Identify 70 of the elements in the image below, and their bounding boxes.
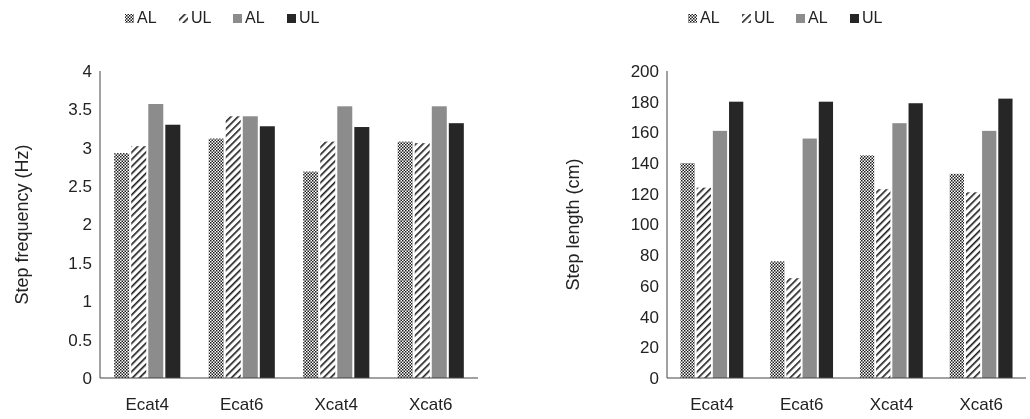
y-tick-label: 180 — [630, 92, 659, 112]
bar — [729, 101, 744, 378]
bar — [259, 126, 275, 378]
y-tick-label: 100 — [630, 215, 659, 235]
bar — [225, 116, 241, 378]
y-tick-label: 1.5 — [68, 253, 92, 273]
bar — [998, 98, 1013, 378]
bar — [949, 173, 964, 378]
x-tick-label: Xcat6 — [959, 395, 1003, 414]
y-tick-label: 0 — [82, 368, 92, 388]
legend-label: UL — [754, 9, 775, 26]
x-tick-label: Xcat4 — [869, 395, 914, 414]
y-tick-label: 20 — [640, 338, 659, 358]
bar — [337, 106, 353, 378]
legend-label: UL — [191, 9, 212, 26]
y-tick-label: 60 — [640, 276, 659, 296]
y-axis-title: Step length (cm) — [563, 158, 583, 291]
bar — [242, 116, 258, 378]
legend-label: AL — [700, 9, 720, 26]
y-tick-label: 140 — [630, 154, 659, 174]
bar — [680, 163, 695, 378]
bar — [770, 261, 785, 378]
bar — [696, 187, 711, 378]
bar — [712, 130, 728, 378]
y-tick-label: 200 — [630, 61, 659, 81]
y-tick-label: 2.5 — [68, 177, 92, 197]
bar — [908, 103, 923, 378]
bar — [303, 171, 319, 378]
legend-label: AL — [808, 9, 828, 26]
y-tick-label: 2 — [82, 215, 92, 235]
x-tick-label: Ecat4 — [690, 395, 734, 414]
y-tick-label: 3 — [82, 138, 92, 158]
bar — [448, 123, 464, 378]
y-tick-label: 0.5 — [68, 330, 92, 350]
bar — [397, 141, 413, 378]
y-tick-label: 160 — [630, 123, 659, 143]
x-tick-label: Ecat4 — [125, 395, 169, 414]
x-tick-label: Xcat4 — [314, 395, 358, 414]
y-axis-title: Step frequency (Hz) — [12, 144, 32, 305]
bar — [414, 143, 430, 378]
y-tick-label: 40 — [640, 307, 659, 327]
y-tick-label: 0 — [649, 368, 659, 388]
bar — [818, 101, 834, 378]
x-tick-label: Ecat6 — [220, 395, 264, 414]
bar — [786, 278, 801, 378]
legend-label: AL — [245, 9, 265, 26]
bar — [354, 127, 370, 378]
legend-label: UL — [299, 9, 320, 26]
bar — [802, 138, 817, 378]
bar — [114, 153, 130, 378]
bar — [320, 141, 336, 378]
bar — [208, 138, 224, 378]
y-tick-label: 120 — [630, 184, 659, 204]
legend-label: UL — [862, 9, 883, 26]
bar — [876, 189, 891, 378]
bar — [982, 130, 997, 378]
y-tick-label: 80 — [640, 246, 659, 266]
y-tick-label: 3.5 — [68, 100, 92, 120]
bar — [965, 192, 981, 378]
x-tick-label: Xcat6 — [409, 395, 453, 414]
bar — [131, 146, 147, 378]
y-tick-label: 4 — [82, 61, 92, 81]
x-tick-label: Ecat6 — [779, 395, 824, 414]
legend-label: AL — [137, 9, 157, 26]
y-tick-label: 1 — [82, 292, 92, 312]
bar — [165, 124, 181, 378]
bar — [148, 104, 164, 378]
bar — [859, 155, 875, 378]
bar — [892, 123, 907, 378]
bar — [431, 106, 447, 378]
